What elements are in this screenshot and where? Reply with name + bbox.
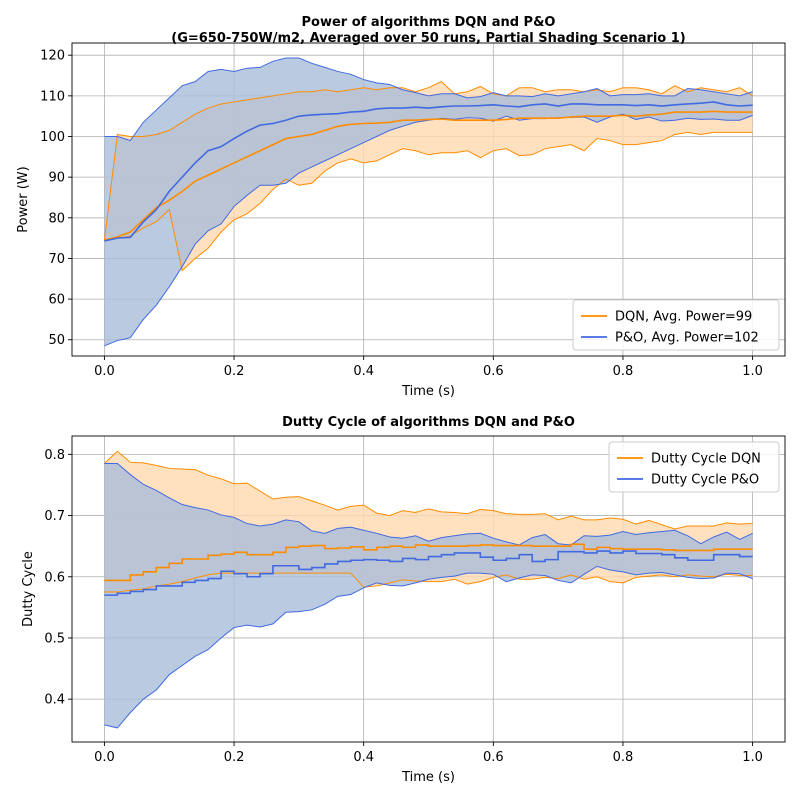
axes-frame: [71, 435, 786, 743]
y-tick-label: 100: [40, 130, 65, 145]
x-tick-label: 0.8: [613, 750, 634, 765]
y-tick-label: 0.7: [44, 509, 65, 524]
y-tick-label: 0.4: [44, 693, 65, 708]
band-lower-line-1: [104, 572, 753, 593]
series-line-1: [104, 110, 753, 241]
band-lower-line-1: [104, 131, 753, 272]
chart-title: Power of algorithms DQN and P&O: [302, 15, 556, 30]
y-tick-label: 50: [48, 333, 65, 348]
chart-title: Dutty Cycle of algorithms DQN and P&O: [282, 415, 575, 430]
plot-area: [103, 57, 753, 347]
x-tick-label: 0.8: [613, 364, 634, 379]
x-tick-label: 0.2: [224, 364, 245, 379]
legend-label-2: Dutty Cycle P&O: [651, 473, 759, 488]
y-tick-label: 0.5: [44, 631, 65, 646]
band-upper-line-1: [103, 81, 753, 241]
y-axis-label: Dutty Cycle: [21, 551, 36, 627]
x-axis-label: Time (s): [401, 384, 455, 399]
legend-label-1: DQN, Avg. Power=99: [615, 310, 752, 325]
x-tick-label: 0.0: [94, 364, 115, 379]
x-tick-label: 1.0: [742, 750, 763, 765]
band-lower-line-2: [104, 113, 753, 347]
y-tick-label: 60: [48, 293, 65, 308]
plot-area: [104, 450, 753, 729]
series-line-2: [104, 550, 753, 596]
band-upper-line-1: [104, 450, 753, 530]
axes-frame: [71, 42, 786, 357]
y-tick-label: 90: [48, 171, 65, 186]
band-lower-line-2: [104, 565, 753, 729]
band-upper-line-2: [104, 57, 753, 142]
band-fill-2: [104, 463, 753, 728]
band-fill-2: [104, 58, 753, 346]
legend-label-2: P&O, Avg. Power=102: [615, 331, 759, 346]
series-line-2: [104, 101, 753, 242]
y-tick-label: 70: [48, 252, 65, 267]
y-tick-label: 80: [48, 211, 65, 226]
x-tick-label: 0.6: [483, 364, 504, 379]
chart-panel-2: Dutty Cycle of algorithms DQN and P&O 0.0…: [21, 415, 786, 785]
legend-box: [608, 441, 780, 493]
x-axis-label: Time (s): [401, 770, 455, 785]
x-tick-label: 0.2: [224, 750, 245, 765]
legend-box: [572, 299, 780, 351]
chart-subtitle: (G=650-750W/m2, Averaged over 50 runs, P…: [171, 31, 686, 46]
y-tick-label: 0.6: [44, 570, 65, 585]
x-tick-label: 1.0: [742, 364, 763, 379]
legend: Dutty Cycle DQN Dutty Cycle P&O: [608, 441, 780, 493]
chart-panel-1: Power of algorithms DQN and P&O(G=650-75…: [16, 15, 786, 399]
x-tick-label: 0.0: [94, 750, 115, 765]
y-axis-label: Power (W): [16, 166, 31, 232]
x-tick-label: 0.6: [483, 750, 504, 765]
legend-label-1: Dutty Cycle DQN: [651, 452, 761, 467]
legend: DQN, Avg. Power=99 P&O, Avg. Power=102: [572, 299, 780, 351]
band-upper-line-2: [104, 463, 753, 546]
series-line-1: [104, 543, 753, 582]
y-tick-label: 120: [40, 49, 65, 64]
y-tick-label: 110: [40, 89, 65, 104]
y-tick-label: 0.8: [44, 448, 65, 463]
x-tick-label: 0.4: [353, 750, 374, 765]
x-tick-label: 0.4: [353, 364, 374, 379]
